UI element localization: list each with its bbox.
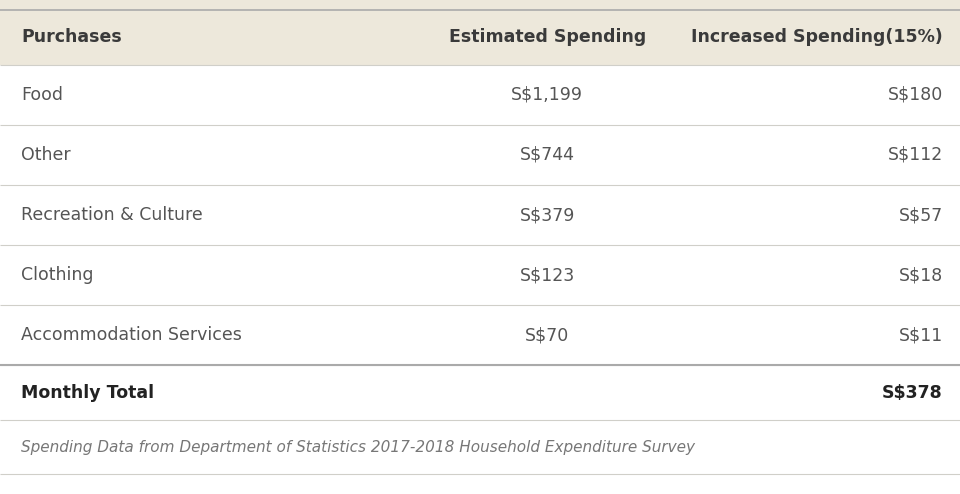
Text: S$180: S$180 <box>887 86 943 104</box>
Bar <box>0 0 960 65</box>
Text: S$70: S$70 <box>525 326 569 344</box>
Text: S$112: S$112 <box>887 146 943 164</box>
Text: Other: Other <box>21 146 71 164</box>
Text: S$123: S$123 <box>519 266 575 284</box>
Text: S$57: S$57 <box>899 206 943 224</box>
Text: S$1,199: S$1,199 <box>511 86 583 104</box>
Text: Clothing: Clothing <box>21 266 94 284</box>
Text: S$744: S$744 <box>519 146 575 164</box>
Text: Increased Spending(15%): Increased Spending(15%) <box>691 29 943 46</box>
Text: S$11: S$11 <box>899 326 943 344</box>
Text: Purchases: Purchases <box>21 29 122 46</box>
Text: Food: Food <box>21 86 63 104</box>
Text: Estimated Spending: Estimated Spending <box>448 29 646 46</box>
Bar <box>0 65 960 474</box>
Text: S$18: S$18 <box>899 266 943 284</box>
Text: Accommodation Services: Accommodation Services <box>21 326 242 344</box>
Text: S$379: S$379 <box>519 206 575 224</box>
Text: S$378: S$378 <box>882 383 943 402</box>
Text: Monthly Total: Monthly Total <box>21 383 155 402</box>
Text: Spending Data from Department of Statistics 2017-2018 Household Expenditure Surv: Spending Data from Department of Statist… <box>21 440 695 454</box>
Text: Recreation & Culture: Recreation & Culture <box>21 206 203 224</box>
